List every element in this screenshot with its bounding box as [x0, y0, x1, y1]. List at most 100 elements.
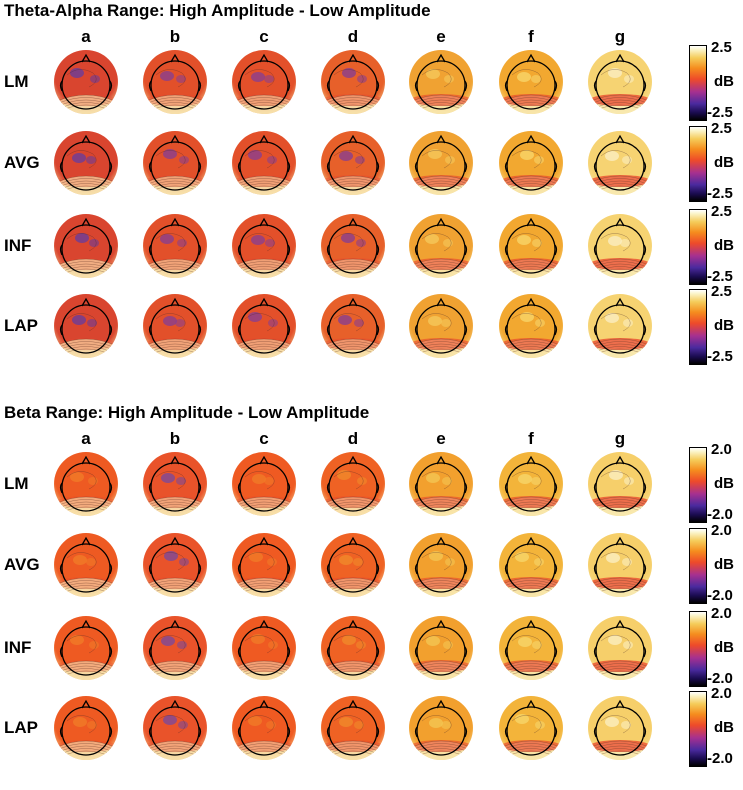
topomap-theta-alpha-avg-f	[499, 131, 563, 195]
topomap-theta-alpha-lap-c	[232, 294, 296, 358]
topomap-beta-lm-a	[54, 452, 118, 516]
topomap-theta-alpha-lm-g	[588, 50, 652, 114]
row-label-avg: AVG	[4, 153, 40, 172]
topomap-beta-lm-g	[588, 452, 652, 516]
colorbar	[689, 209, 707, 285]
topomap-beta-inf-a	[54, 616, 118, 680]
row-label-inf: INF	[4, 638, 32, 657]
topomap-theta-alpha-avg-b	[143, 131, 207, 195]
row-label-avg: AVG	[4, 555, 40, 574]
topomap-theta-alpha-avg-e	[409, 131, 473, 195]
topomap-theta-alpha-lm-c	[232, 50, 296, 114]
colorbar	[689, 447, 707, 523]
topomap-theta-alpha-lm-d	[321, 50, 385, 114]
colorbar	[689, 611, 707, 687]
section-title: Theta-Alpha Range: High Amplitude - Low …	[4, 1, 431, 20]
column-label-g: g	[614, 27, 626, 46]
colorbar-max-label: 2.0	[711, 605, 732, 622]
column-label-a: a	[81, 27, 91, 46]
topomap-theta-alpha-inf-c	[232, 214, 296, 278]
row-label-lap: LAP	[4, 316, 38, 335]
topomap-theta-alpha-inf-e	[409, 214, 473, 278]
colorbar-min-label: -2.0	[707, 750, 733, 767]
colorbar-max-label: 2.5	[711, 283, 732, 300]
topomap-theta-alpha-lm-f	[499, 50, 563, 114]
row-label-lm: LM	[4, 474, 29, 493]
colorbar-min-label: -2.5	[707, 185, 733, 202]
topomap-theta-alpha-inf-d	[321, 214, 385, 278]
colorbar-unit-label: dB	[714, 73, 734, 90]
topomap-beta-lap-c	[232, 696, 296, 760]
colorbar-min-label: -2.0	[707, 506, 733, 523]
section-title: Beta Range: High Amplitude - Low Amplitu…	[4, 403, 370, 422]
topomap-beta-lm-b	[143, 452, 207, 516]
column-label-b: b	[169, 27, 181, 46]
colorbar-unit-label: dB	[714, 154, 734, 171]
column-label-c: c	[259, 27, 269, 46]
topomap-beta-lap-g	[588, 696, 652, 760]
topomap-theta-alpha-lap-g	[588, 294, 652, 358]
topomap-theta-alpha-avg-c	[232, 131, 296, 195]
colorbar-unit-label: dB	[714, 556, 734, 573]
topomap-beta-lap-e	[409, 696, 473, 760]
colorbar-min-label: -2.0	[707, 587, 733, 604]
column-label-e: e	[436, 429, 446, 448]
colorbar-max-label: 2.5	[711, 203, 732, 220]
topomap-beta-inf-g	[588, 616, 652, 680]
topomap-theta-alpha-lap-d	[321, 294, 385, 358]
colorbar	[689, 691, 707, 767]
column-label-c: c	[259, 429, 269, 448]
topomap-theta-alpha-inf-f	[499, 214, 563, 278]
column-label-b: b	[169, 429, 181, 448]
topomap-beta-avg-e	[409, 533, 473, 597]
topomap-beta-avg-f	[499, 533, 563, 597]
topomap-beta-avg-c	[232, 533, 296, 597]
topomap-theta-alpha-inf-g	[588, 214, 652, 278]
colorbar	[689, 289, 707, 365]
topomap-beta-lm-d	[321, 452, 385, 516]
topomap-beta-lap-a	[54, 696, 118, 760]
topomap-theta-alpha-lm-b	[143, 50, 207, 114]
row-label-lap: LAP	[4, 718, 38, 737]
colorbar-unit-label: dB	[714, 639, 734, 656]
topomap-theta-alpha-lap-f	[499, 294, 563, 358]
row-label-lm: LM	[4, 72, 29, 91]
colorbar-max-label: 2.0	[711, 685, 732, 702]
topomap-theta-alpha-lap-e	[409, 294, 473, 358]
column-label-f: f	[528, 429, 534, 448]
colorbar-min-label: -2.0	[707, 670, 733, 687]
column-label-g: g	[614, 429, 626, 448]
colorbar-max-label: 2.0	[711, 441, 732, 458]
column-label-f: f	[528, 27, 534, 46]
colorbar-unit-label: dB	[714, 317, 734, 334]
topomap-theta-alpha-inf-a	[54, 214, 118, 278]
topomap-beta-lap-b	[143, 696, 207, 760]
column-label-e: e	[436, 27, 446, 46]
topomap-beta-lm-e	[409, 452, 473, 516]
topomap-theta-alpha-lap-b	[143, 294, 207, 358]
topomap-beta-avg-d	[321, 533, 385, 597]
topomap-beta-inf-c	[232, 616, 296, 680]
topomap-beta-lm-f	[499, 452, 563, 516]
topomap-beta-lm-c	[232, 452, 296, 516]
topomap-theta-alpha-lm-a	[54, 50, 118, 114]
topomap-beta-avg-b	[143, 533, 207, 597]
colorbar-unit-label: dB	[714, 719, 734, 736]
colorbar	[689, 528, 707, 604]
topomap-beta-inf-f	[499, 616, 563, 680]
column-label-d: d	[347, 27, 359, 46]
column-label-d: d	[347, 429, 359, 448]
topomap-theta-alpha-inf-b	[143, 214, 207, 278]
topomap-theta-alpha-lm-e	[409, 50, 473, 114]
column-label-a: a	[81, 429, 91, 448]
topomap-theta-alpha-avg-g	[588, 131, 652, 195]
topomap-beta-lap-d	[321, 696, 385, 760]
colorbar-min-label: -2.5	[707, 104, 733, 121]
topomap-theta-alpha-lap-a	[54, 294, 118, 358]
topomap-beta-lap-f	[499, 696, 563, 760]
colorbar-min-label: -2.5	[707, 348, 733, 365]
colorbar-unit-label: dB	[714, 475, 734, 492]
row-label-inf: INF	[4, 236, 32, 255]
colorbar-max-label: 2.5	[711, 120, 732, 137]
topomap-beta-inf-b	[143, 616, 207, 680]
